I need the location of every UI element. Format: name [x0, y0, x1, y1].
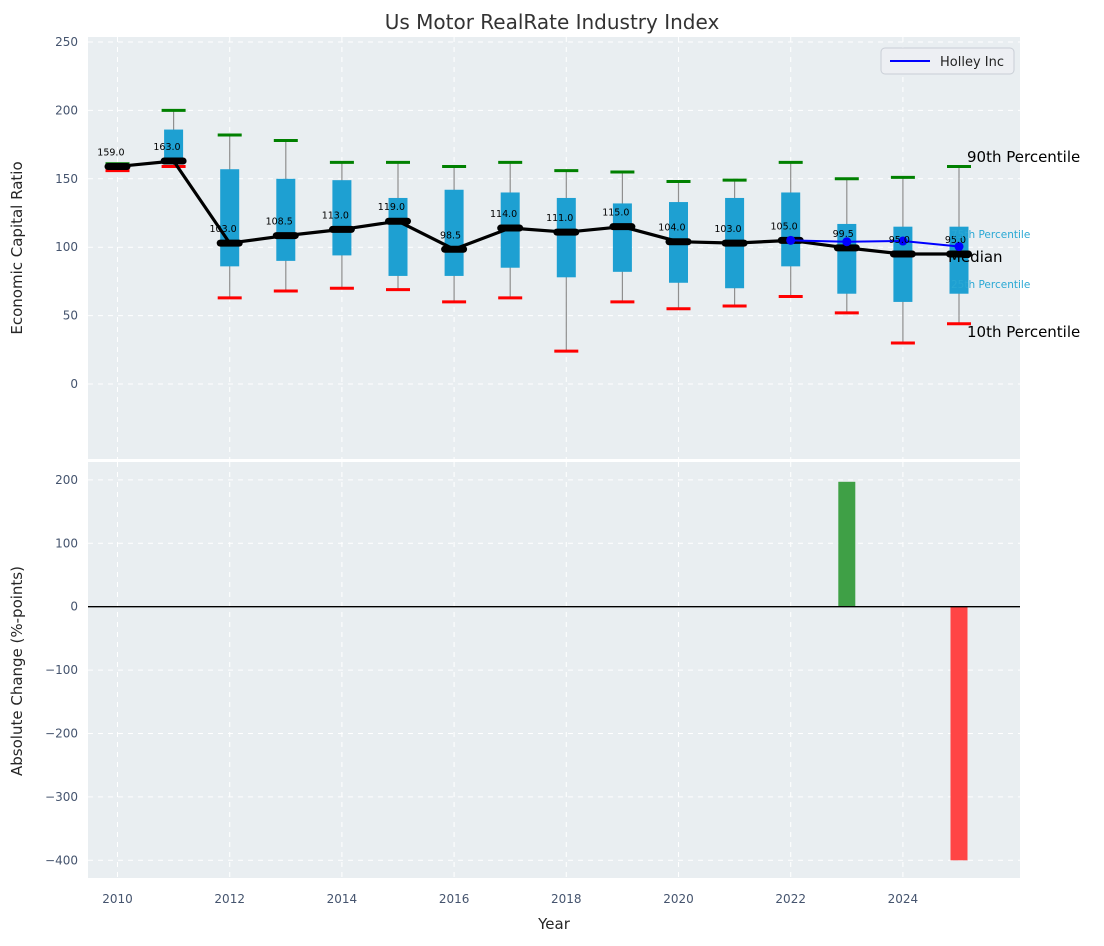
y-tick-label: −300 [45, 790, 78, 804]
iqr-box-2018 [556, 197, 576, 278]
iqr-box-2025 [949, 226, 969, 294]
x-tick-label: 2022 [775, 892, 806, 906]
median-marker-2023 [833, 244, 860, 252]
y-tick-label: 250 [55, 35, 78, 49]
median-label-2019: 115.0 [602, 208, 629, 219]
annotation-75th-percentile: 75th Percentile [951, 229, 1030, 241]
y-tick-label: −400 [45, 853, 78, 867]
holley-line [790, 239, 960, 248]
bottom-axes: 200 100 0 −100 −200 −300 −400 2010 2012 2014 2016… [8, 462, 1020, 933]
median-label-2021: 103.0 [714, 224, 741, 235]
legend-box [880, 47, 1015, 75]
median-label-2022: 105.0 [770, 221, 797, 232]
x-tick-labels: 2010 2012 2014 2016 2018 2020 2022 2024 [102, 892, 918, 906]
median-label-2013: 108.5 [266, 217, 293, 228]
median-marker-2024 [889, 250, 916, 258]
annotation-10th-percentile: 10th Percentile [967, 323, 1080, 341]
median-label-2020: 104.0 [658, 223, 685, 234]
y-tick-label: 200 [55, 103, 78, 117]
holley-point-2024 [898, 236, 908, 246]
bottom-plot-background [88, 462, 1020, 878]
annotation-90th-percentile: 90th Percentile [967, 148, 1080, 166]
median-label-2018: 111.0 [546, 213, 573, 224]
x-tick-label: 2018 [551, 892, 582, 906]
median-marker-2011 [160, 157, 187, 165]
y-tick-label: 0 [70, 600, 78, 614]
holley-point-2023 [842, 237, 852, 247]
legend: Holley Inc [880, 47, 1015, 75]
bottom-y-axis-label: Absolute Change (%-points) [8, 566, 26, 776]
iqr-box-2011 [164, 129, 184, 164]
median-marker-2016 [441, 245, 468, 253]
y-tick-label: 150 [55, 172, 78, 186]
top-plot-background [88, 37, 1020, 459]
median-label-2010: 159.0 [97, 147, 124, 158]
median-label-2023: 99.5 [833, 229, 854, 240]
iqr-box-2016 [444, 189, 464, 276]
iqr-box-2022 [781, 192, 801, 267]
median-marker-2013 [272, 232, 299, 240]
x-tick-label: 2020 [663, 892, 694, 906]
x-tick-label: 2012 [214, 892, 245, 906]
iqr-box-2019 [612, 203, 632, 272]
median-marker-2012 [216, 239, 243, 247]
median-label-2016: 98.5 [440, 230, 461, 241]
top-y-axis-label: Economic Capital Ratio [8, 161, 26, 334]
median-label-2015: 119.0 [378, 202, 405, 213]
top-y-tick-labels: 250 200 150 100 50 0 [55, 35, 78, 391]
median-label-2014: 113.0 [322, 210, 349, 221]
median-value-labels: 159.0 163.0 103.0 108.5 113.0 119.0 98.5 114.0 1… [97, 142, 966, 246]
x-tick-label: 2010 [102, 892, 133, 906]
median-label-2017: 114.0 [490, 209, 517, 220]
x-tick-label: 2024 [888, 892, 919, 906]
iqr-box-2012 [220, 169, 240, 267]
y-tick-label: 100 [55, 240, 78, 254]
change-bar-2023 [838, 481, 856, 607]
median-series [104, 157, 972, 258]
y-tick-label: −200 [45, 727, 78, 741]
iqr-box-2013 [276, 178, 296, 261]
chart-title: Us Motor RealRate Industry Index [385, 10, 720, 34]
iqr-box-2024 [893, 226, 913, 302]
x-axis-label: Year [537, 915, 571, 933]
median-marker-2025 [946, 250, 972, 258]
median-label-2012: 103.0 [209, 224, 236, 235]
change-bars [838, 481, 968, 861]
median-marker-2018 [553, 228, 580, 236]
change-bar-2025 [950, 606, 968, 861]
median-marker-2014 [328, 225, 355, 233]
y-tick-label: 200 [55, 473, 78, 487]
iqr-box-2014 [332, 180, 352, 256]
median-marker-2015 [385, 217, 411, 225]
holley-series [786, 235, 964, 252]
median-label-2024: 95.0 [889, 235, 910, 246]
median-marker-2019 [609, 223, 636, 231]
y-tick-label: 50 [63, 309, 78, 323]
y-tick-label: 0 [70, 377, 78, 391]
median-marker-2020 [665, 238, 692, 246]
percentile-annotations: 90th Percentile 75th Percentile Median 2… [948, 148, 1080, 341]
median-marker-2017 [497, 224, 524, 232]
legend-label: Holley Inc [940, 55, 1004, 70]
y-tick-label: −100 [45, 663, 78, 677]
x-tick-label: 2016 [439, 892, 470, 906]
median-marker-2010 [104, 162, 131, 170]
x-tick-label: 2014 [327, 892, 358, 906]
median-label-2011: 163.0 [153, 142, 180, 153]
holley-point-2025 [954, 242, 964, 252]
annotation-25th-percentile: 25th Percentile [951, 279, 1030, 291]
median-marker-2021 [721, 239, 748, 247]
top-axes: 250 200 150 100 50 0 159.0 163.0 103.0 108.5 113.… [8, 35, 1080, 459]
y-tick-label: 100 [55, 536, 78, 550]
median-label-2025: 95.0 [945, 235, 966, 246]
bottom-y-tick-labels: 200 100 0 −100 −200 −300 −400 [45, 473, 78, 867]
median-line [117, 159, 959, 256]
holley-point-2022 [786, 235, 796, 245]
annotation-median: Median [948, 248, 1003, 266]
iqr-box-2015 [388, 197, 408, 276]
